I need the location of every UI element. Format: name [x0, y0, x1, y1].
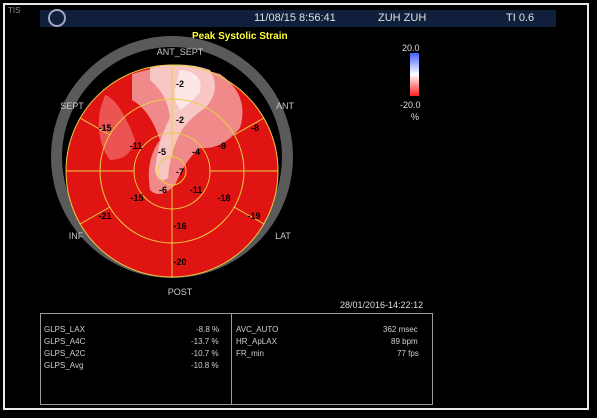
top-status-bar: 11/08/15 8:56:41 ZUH ZUH TI 0.6 — [40, 10, 556, 27]
segment-value: -20 — [173, 257, 187, 267]
measurement-label: FR_min — [236, 349, 265, 358]
wall-label-inf: INF — [68, 231, 84, 241]
measurement-label: GLPS_LAX — [44, 325, 85, 334]
segment-value: -21 — [98, 211, 112, 221]
date-time: 11/08/15 8:56:41 — [254, 12, 336, 24]
patient-name: ZUH ZUH — [378, 12, 427, 24]
wall-label-lat: LAT — [275, 231, 291, 241]
strain-region-septal — [98, 95, 135, 160]
scale-min-label: -20.0 — [400, 100, 421, 110]
wall-label-ant: ANT — [276, 101, 294, 111]
color-scale-bar — [410, 53, 419, 96]
segment-value: -11 — [129, 141, 143, 151]
segment-value: -6 — [158, 185, 168, 195]
screen-frame — [3, 3, 589, 410]
measurement-label: HR_ApLAX — [236, 337, 277, 346]
corner-text: TIS — [8, 6, 21, 15]
wall-label-post: POST — [167, 287, 193, 297]
measurement-value: -13.7 % — [191, 337, 219, 346]
segment-value: -18 — [217, 193, 231, 203]
segment-value: -11 — [189, 185, 203, 195]
measurement-value: 89 bpm — [391, 337, 418, 346]
capture-timestamp: 28/01/2016-14:22:12 — [340, 300, 424, 310]
measurement-label: GLPS_A4C — [44, 337, 86, 346]
measurement-value: 77 fps — [397, 349, 419, 358]
measurement-label: GLPS_Avg — [44, 361, 84, 370]
segment-value: -19 — [247, 211, 261, 221]
apex-value: -7 — [175, 167, 185, 177]
segment-value: -16 — [173, 221, 187, 231]
measurement-value: -10.7 % — [191, 349, 219, 358]
ge-logo-icon — [48, 9, 66, 27]
measurement-label: GLPS_A2C — [44, 349, 86, 358]
plot-title: Peak Systolic Strain — [192, 31, 288, 42]
panel-divider — [231, 313, 232, 405]
ti-index: TI 0.6 — [506, 12, 535, 24]
segment-value: -5 — [157, 147, 167, 157]
segment-value: -9 — [217, 141, 227, 151]
measurement-label: AVC_AUTO — [236, 325, 279, 334]
measurement-value: 362 msec — [383, 325, 418, 334]
segment-value: -2 — [175, 79, 185, 89]
wall-label-ant-sept: ANT_SEPT — [156, 47, 204, 57]
scale-unit: % — [411, 112, 420, 122]
measurement-value: -10.8 % — [191, 361, 219, 370]
scale-max-label: 20.0 — [402, 43, 420, 53]
segment-value: -4 — [191, 147, 201, 157]
segment-value: -15 — [98, 123, 112, 133]
segment-value: -2 — [175, 115, 185, 125]
wall-label-sept: SEPT — [60, 101, 84, 111]
measurements-panel — [40, 313, 433, 405]
measurement-value: -8.8 % — [196, 325, 220, 334]
segment-value: -15 — [130, 193, 144, 203]
segment-grid — [65, 64, 279, 278]
segment-value: -8 — [250, 123, 260, 133]
